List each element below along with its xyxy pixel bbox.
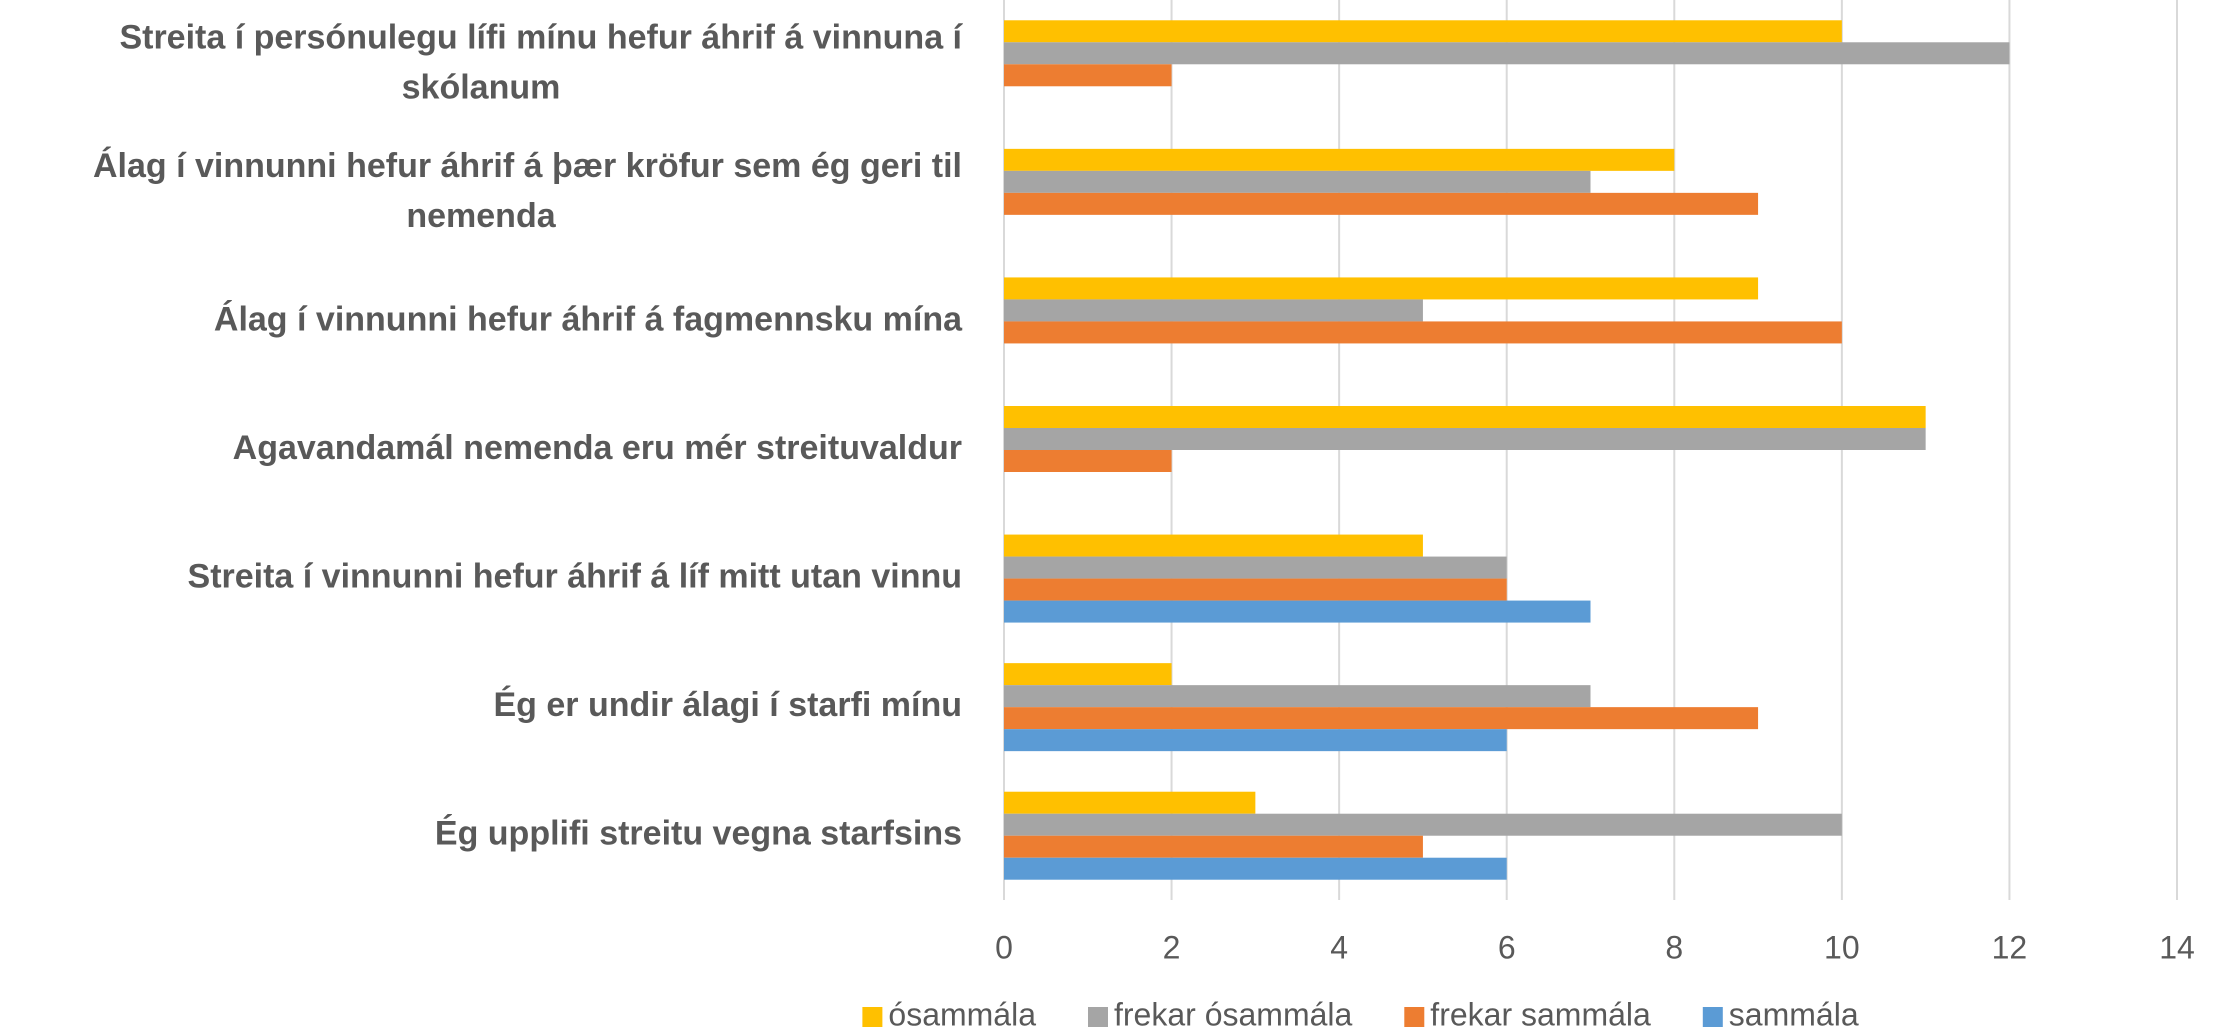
bar [1004,428,1926,450]
legend-item: sammála [1702,996,1859,1032]
bar [1004,192,1759,215]
legend-label: frekar sammála [1430,996,1651,1032]
bar [1004,707,1759,730]
bar [1004,578,1507,601]
x-tick-label: 12 [1992,929,2028,965]
label-line: nemenda [406,197,556,235]
bar [1004,685,1591,708]
y-tick-label: Ég er undir álagi í starfi mínu [493,686,962,724]
bar [1004,20,1842,43]
bar [1004,663,1172,686]
y-tick-label: Álag í vinnunni hefur áhrif á þær kröfur… [93,147,962,235]
legend-swatch [862,1007,883,1027]
x-tick-label: 10 [1824,929,1860,965]
label-line: Álag í vinnunni hefur áhrif á þær kröfur… [93,147,962,185]
y-tick-label-group: Streita í persónulegu lífi mínu hefur áh… [119,18,963,106]
bar [1004,42,2010,65]
bar [1004,556,1507,579]
legend-label: sammála [1729,996,1859,1032]
bar [1004,277,1759,300]
legend-label: ósammála [888,996,1036,1032]
y-tick-label: Streita í persónulegu lífi mínu hefur áh… [119,18,963,106]
legend-item: frekar ósammála [1088,996,1353,1032]
y-tick-label: Álag í vinnunni hefur áhrif á fagmennsku… [214,300,963,338]
label-line: skólanum [402,68,561,106]
legend-label: frekar ósammála [1114,996,1353,1032]
bar [1004,813,1842,836]
y-tick-label: Ég upplifi streitu vegna starfsins [435,815,962,853]
bar [1004,148,1675,171]
bar [1004,406,1926,428]
x-tick-label: 2 [1163,929,1181,965]
bar [1004,791,1256,814]
legend-swatch [1088,1007,1108,1027]
y-tick-label: Streita í vinnunni hefur áhrif á líf mit… [188,558,962,596]
legend-item: frekar sammála [1404,996,1651,1032]
x-tick-label: 6 [1498,929,1516,965]
bar [1004,64,1172,87]
bar [1004,534,1423,557]
bar [1004,857,1507,880]
legend-swatch [1404,1007,1425,1027]
bar [1004,600,1591,623]
x-tick-label: 14 [2159,929,2195,965]
x-tick-label: 8 [1665,929,1683,965]
bar [1004,450,1172,472]
x-tick-label: 4 [1330,929,1348,965]
legend-item: ósammála [862,996,1036,1032]
bar [1004,835,1423,858]
y-tick-label-group: Álag í vinnunni hefur áhrif á þær kröfur… [93,147,962,235]
bar [1004,299,1423,322]
bar [1004,729,1507,752]
y-tick-label: Agavandamál nemenda eru mér streituvaldu… [233,429,962,467]
legend-swatch [1702,1007,1723,1027]
x-tick-label: 0 [995,929,1013,965]
bar [1004,321,1842,344]
label-line: Streita í persónulegu lífi mínu hefur áh… [119,18,963,56]
bar [1004,170,1591,193]
